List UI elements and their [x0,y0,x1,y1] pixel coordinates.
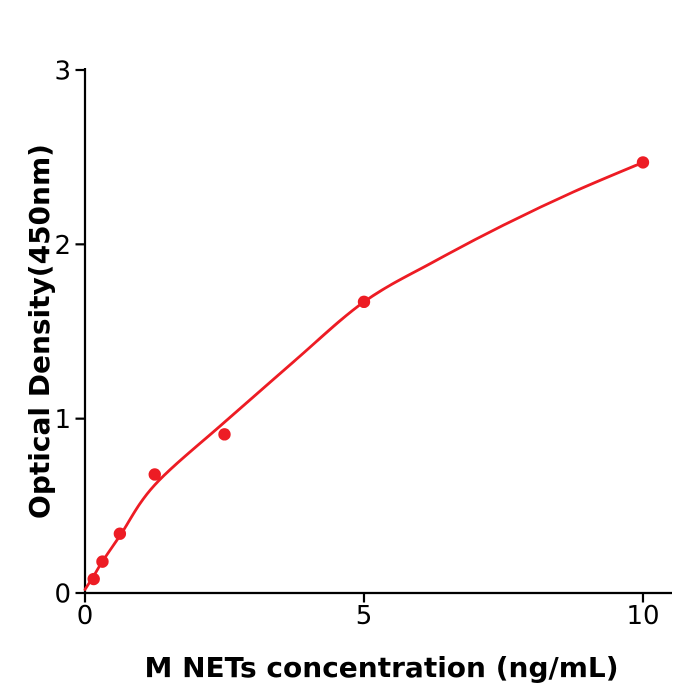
y-tick-label: 2 [54,231,71,261]
y-tick-label: 0 [54,580,71,610]
data-point [113,527,127,540]
data-point [636,156,650,169]
x-tick-label: 5 [356,601,373,631]
data-point [96,555,109,568]
x-axis-label: M NETs concentration (ng/mL) [144,651,618,684]
y-tick-label: 3 [54,57,71,87]
y-tick-label: 1 [54,405,71,435]
data-point [148,468,161,481]
data-point [357,295,371,309]
x-tick-label: 10 [626,601,659,631]
data-point [87,572,100,586]
data-point [218,428,231,441]
y-axis-label: Optical Density(450nm) [23,144,56,519]
x-tick-label: 0 [77,601,94,631]
